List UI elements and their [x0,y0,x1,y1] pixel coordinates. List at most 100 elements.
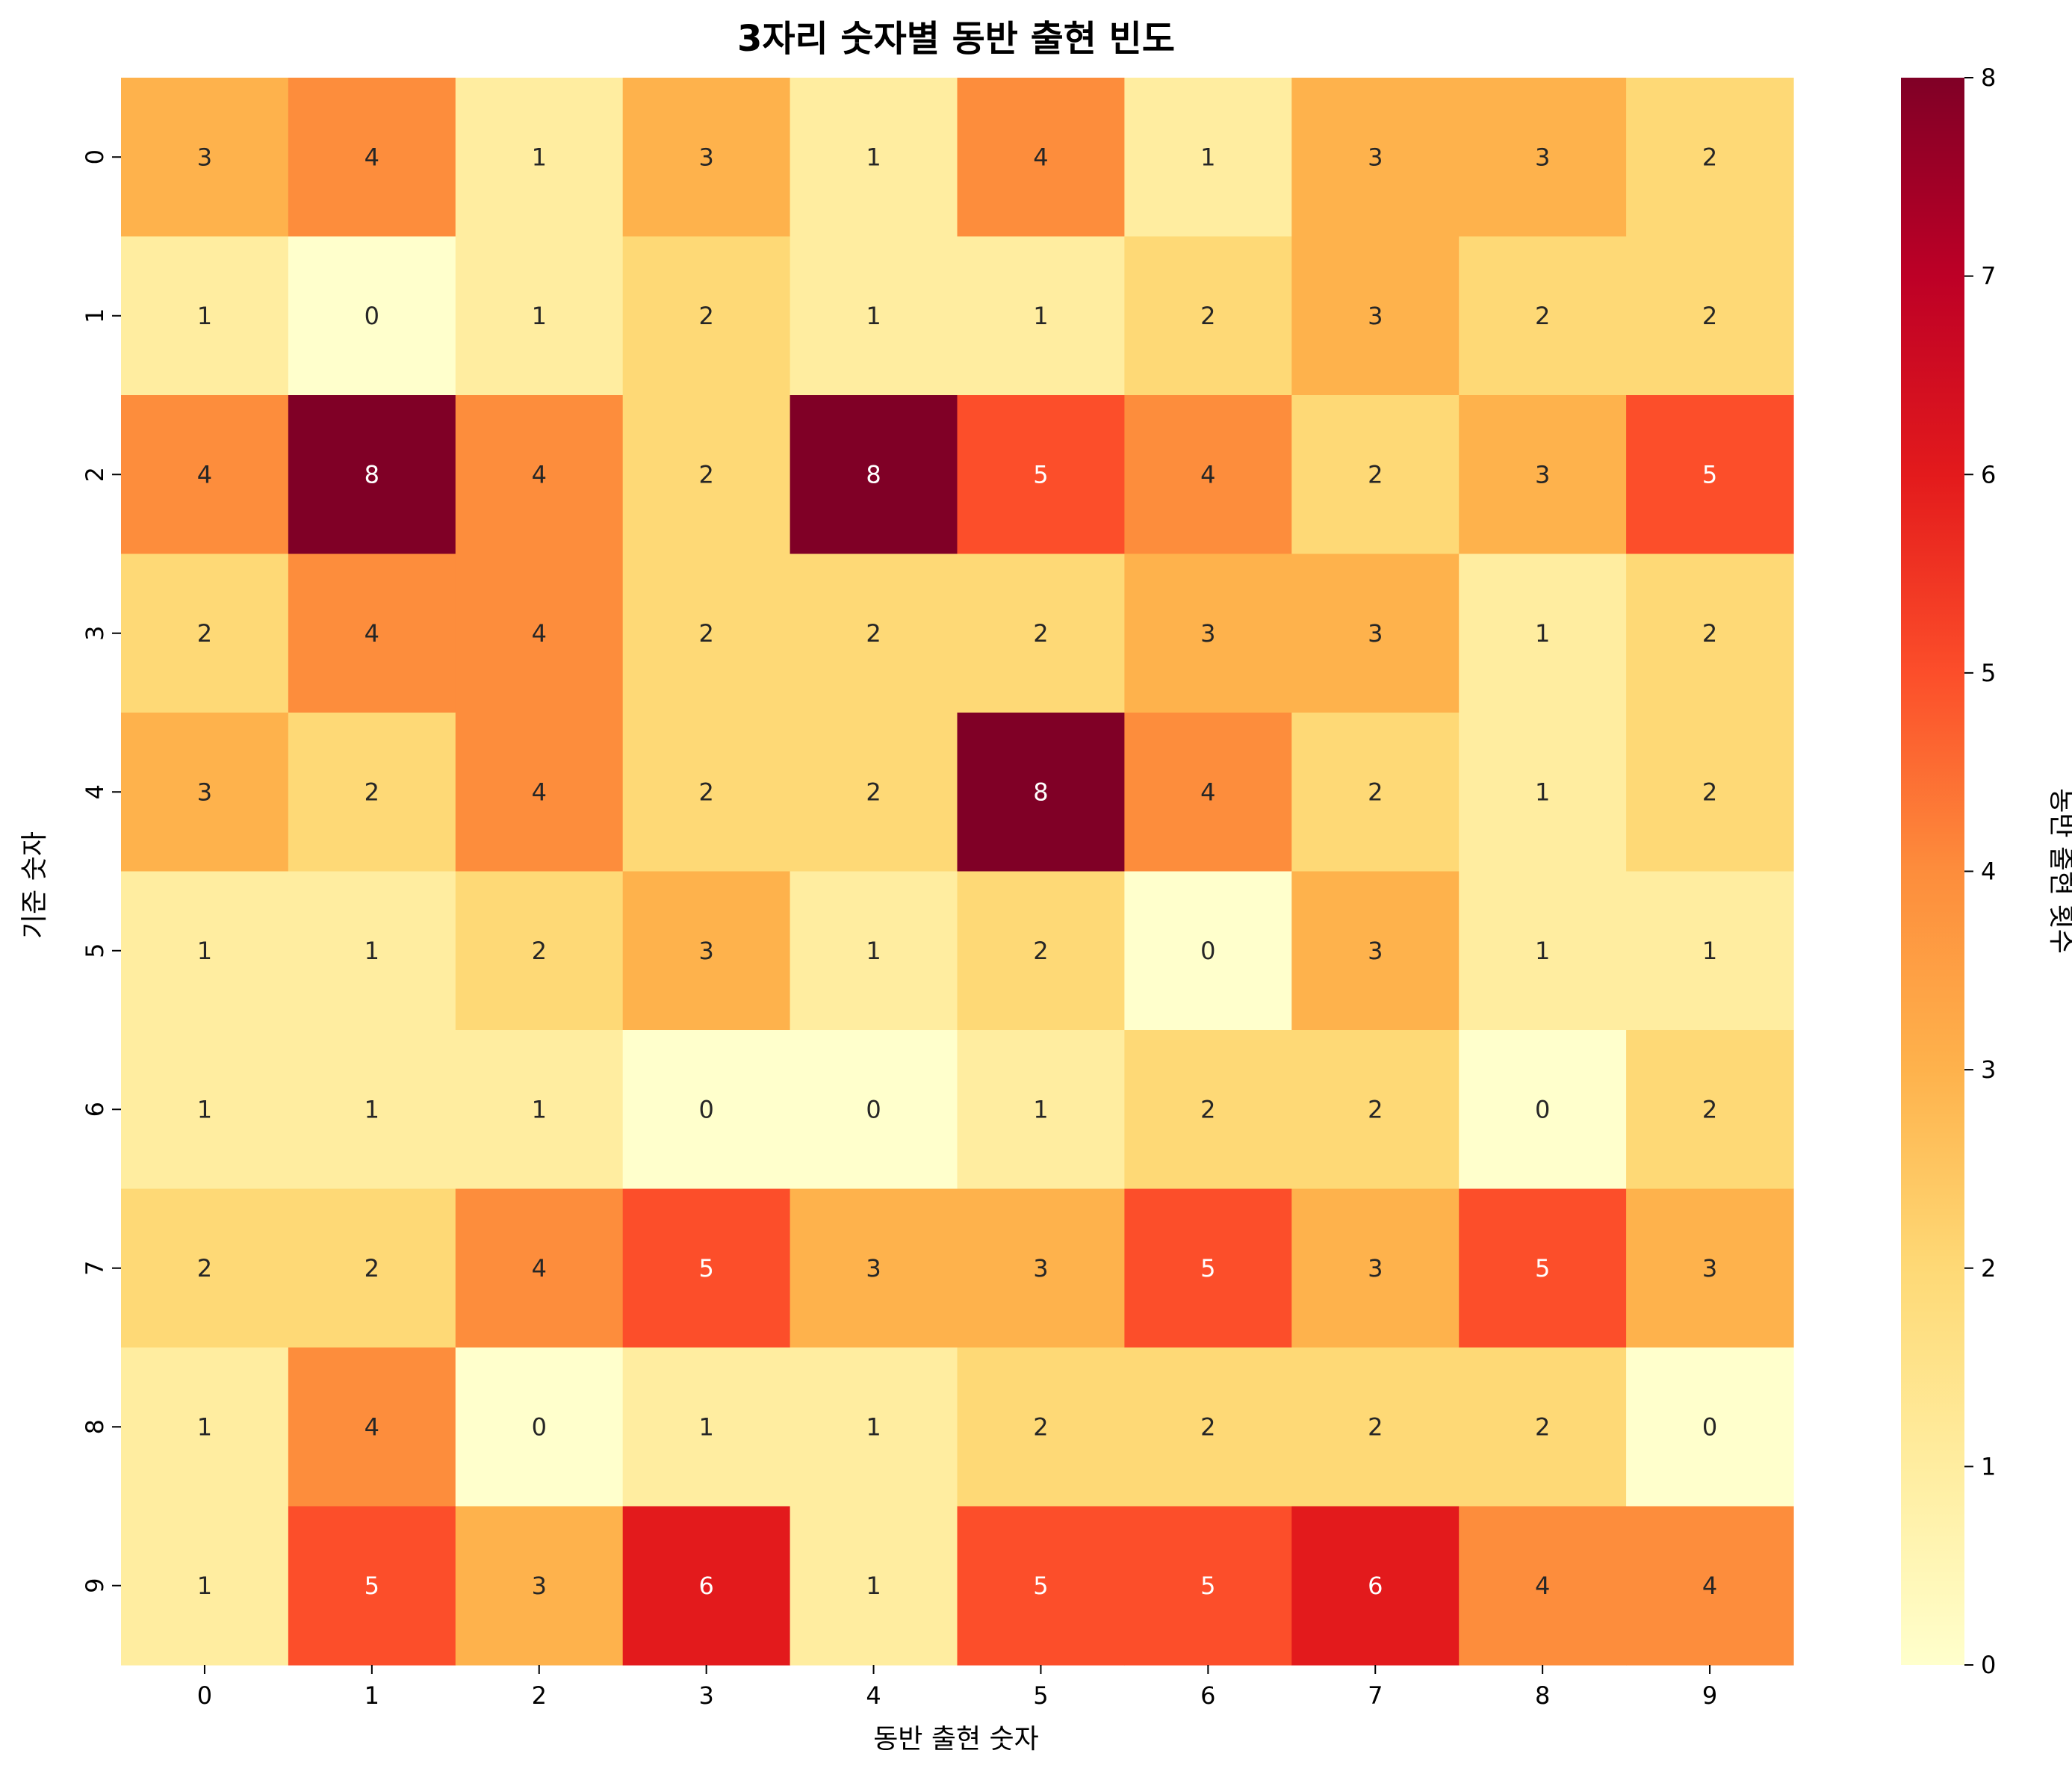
cell-value-label: 5 [365,1572,379,1600]
heatmap-cell [121,1506,289,1666]
cell-value-label: 5 [1535,1254,1550,1283]
heatmap-cell [455,1030,624,1190]
cell-value-label: 3 [1535,143,1550,171]
heatmap-cell [790,78,958,238]
heatmap-cell [455,553,624,713]
heatmap-cell [1626,1347,1794,1507]
heatmap-cell [121,78,289,238]
cell-value-label: 2 [1368,778,1383,806]
cell-value-label: 4 [365,1412,379,1441]
heatmap-cell [957,713,1125,872]
cell-value-label: 1 [197,302,212,330]
cell-value-label: 1 [866,1412,881,1441]
cell-value-label: 1 [532,143,547,171]
cell-value-label: 1 [532,1095,547,1123]
cell-value-label: 1 [1535,619,1550,648]
cell-value-label: 8 [1033,778,1048,806]
cell-value-label: 3 [1702,1254,1717,1283]
colorbar-tick-label: 6 [1981,460,1996,489]
cell-value-label: 2 [1200,1412,1215,1441]
heatmap-cell [1291,78,1460,238]
y-tick-label: 8 [81,1419,109,1434]
heatmap-cell [455,713,624,872]
colorbar-tick-label: 7 [1981,262,1996,291]
heatmap-cell [288,78,456,238]
heatmap-cell [957,553,1125,713]
x-axis-label: 동반 출현 숫자 [873,1724,1039,1755]
cell-value-label: 0 [698,1095,713,1123]
heatmap-cell [790,1347,958,1507]
cell-value-label: 5 [1702,460,1717,489]
y-tick-label: 5 [81,943,109,958]
cell-value-label: 2 [1368,1412,1383,1441]
cell-value-label: 3 [1535,460,1550,489]
cell-value-label: 4 [532,778,547,806]
heatmap-cell [1124,1347,1292,1507]
heatmap-cell [288,1506,456,1666]
cell-value-label: 3 [197,143,212,171]
cell-value-label: 0 [1702,1412,1717,1441]
heatmap-cell [1291,553,1460,713]
cell-value-label: 2 [197,1254,212,1283]
heatmap-cell [1124,395,1292,555]
heatmap-cell [288,1030,456,1190]
heatmap-cell [288,1347,456,1507]
cell-value-label: 2 [1535,302,1550,330]
heatmap-cell [957,1030,1125,1190]
x-tick-label: 2 [532,1681,547,1710]
cell-value-label: 0 [365,302,379,330]
colorbar-tick-label: 5 [1981,659,1996,687]
heatmap-cell [1459,1506,1627,1666]
cell-value-label: 1 [532,302,547,330]
cell-value-label: 1 [866,302,881,330]
cell-value-label: 2 [698,460,713,489]
heatmap-cell [121,1347,289,1507]
heatmap-cell [622,871,791,1031]
y-tick-label: 2 [81,467,109,482]
heatmap-cell [455,1347,624,1507]
heatmap-cell [288,236,456,396]
cell-value-label: 3 [1368,619,1383,648]
heatmap-cell [1291,1030,1460,1190]
cell-value-label: 2 [1702,143,1717,171]
cell-value-label: 1 [698,1412,713,1441]
heatmap-cell [1124,1030,1292,1190]
heatmap-cell [622,1506,791,1666]
cell-value-label: 4 [532,460,547,489]
heatmap-cell [121,713,289,872]
cell-value-label: 2 [1702,302,1717,330]
heatmap-cell [1626,871,1794,1031]
y-tick-label: 7 [81,1261,109,1276]
colorbar-tick-label: 4 [1981,857,1996,886]
y-axis-ticks: 0 1 2 3 4 5 6 7 8 9 [81,149,121,1593]
cell-value-label: 3 [698,937,713,965]
cell-value-label: 1 [1535,778,1550,806]
cell-value-label: 4 [1200,778,1215,806]
colorbar [1901,78,1964,1665]
colorbar-tick-label: 0 [1981,1651,1996,1679]
heatmap-cell [1626,1030,1794,1190]
heatmap-cell [1626,1188,1794,1348]
colorbar-tick-label: 2 [1981,1254,1996,1283]
cell-value-label: 3 [197,778,212,806]
heatmap-cell [1626,78,1794,238]
x-tick-label: 6 [1200,1681,1215,1710]
cell-value-label: 2 [1368,460,1383,489]
heatmap-cell [790,236,958,396]
colorbar-tick-label: 8 [1981,63,1996,92]
heatmap-cell [1124,1506,1292,1666]
heatmap-cell [455,78,624,238]
cell-value-label: 1 [197,1095,212,1123]
cell-value-label: 6 [698,1572,713,1600]
cell-value-label: 2 [1535,1412,1550,1441]
heatmap-cell [1459,236,1627,396]
x-tick-label: 8 [1535,1681,1550,1710]
cell-value-label: 1 [866,1572,881,1600]
cell-value-label: 2 [197,619,212,648]
cell-value-label: 6 [1368,1572,1383,1600]
y-tick-label: 0 [81,149,109,164]
heatmap-cell [790,713,958,872]
heatmap-cell [1124,871,1292,1031]
cell-value-label: 2 [1702,619,1717,648]
